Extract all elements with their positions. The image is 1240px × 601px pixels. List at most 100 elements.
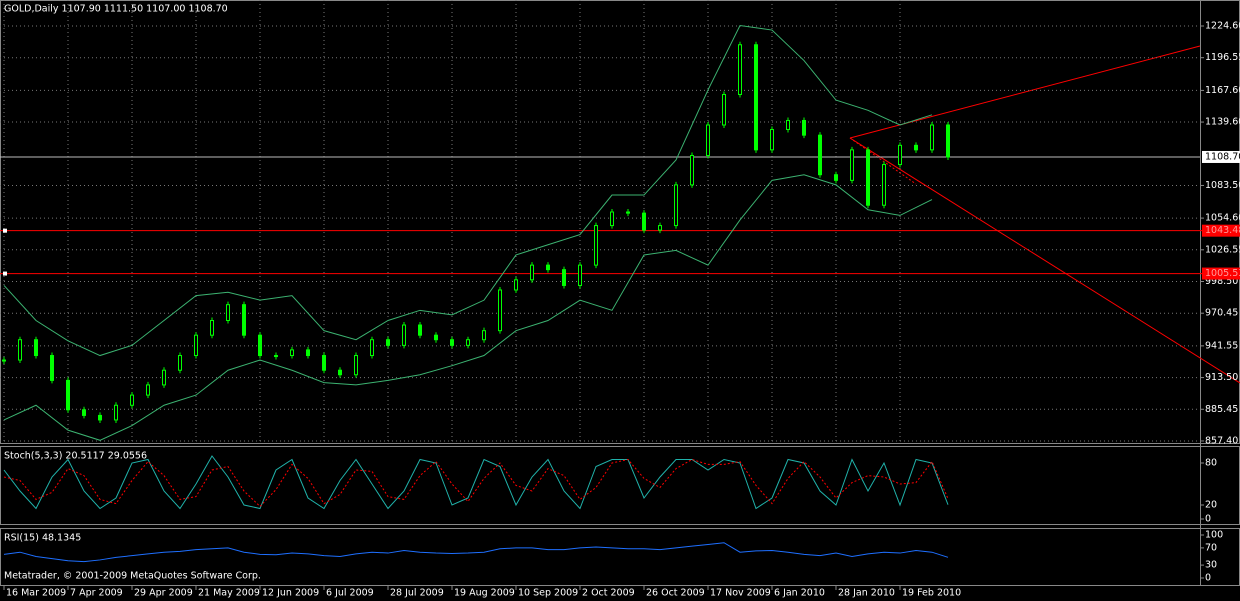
x-tick-label: 26 Oct 2009 [646,588,705,599]
candle [882,164,886,206]
candle [146,384,150,396]
candle [690,155,694,186]
candle [130,394,134,406]
candle [34,339,38,357]
candle [82,409,86,416]
candle [114,404,118,421]
candle [738,44,742,95]
y-tick-label: 1139.60 [1205,117,1240,128]
candle [450,339,454,346]
series-line [3,174,933,441]
candle [402,324,406,346]
candle [578,264,582,286]
stoch-title: Stoch(5,3,3) 20.5117 29.0556 [4,451,147,462]
candle [754,44,758,151]
x-tick-label: 28 Jul 2009 [390,588,444,599]
candle [162,369,166,386]
y-tick-label: 0 [1205,514,1211,525]
series-line [3,458,949,508]
level-handle [3,271,7,276]
x-tick-label: 2 Oct 2009 [582,588,635,599]
x-tick-label: 29 Apr 2009 [134,588,193,599]
candle [674,184,678,227]
candle [562,269,566,286]
level-handle [3,228,7,233]
x-tick-label: 6 Jul 2009 [326,588,374,599]
candle [866,149,870,206]
y-tick-label: 30 [1205,560,1217,571]
candle [274,355,278,358]
level-label-box [1202,224,1240,237]
candle [482,330,486,341]
y-tick-label: 885.45 [1205,404,1238,415]
candle [722,93,726,126]
candle [898,144,902,166]
y-tick-label: 1167.60 [1205,85,1240,96]
stoch-panel-border [0,446,1240,525]
series-line [3,455,949,510]
x-tick-label: 19 Feb 2010 [902,588,961,599]
candle [194,334,198,357]
candle [258,334,262,357]
candle [338,369,342,376]
y-tick-label: 1196.55 [1205,52,1240,63]
y-tick-label: 913.50 [1205,372,1238,383]
trend-line [849,137,1240,384]
y-tick-label: 80 [1205,458,1217,469]
candle [98,414,102,421]
candle [418,324,422,336]
y-tick-label: 1224.60 [1205,20,1240,31]
rsi-title: RSI(15) 48.1345 [4,533,81,544]
candle [786,119,790,131]
current-price-label: 1108.70 [1205,151,1240,162]
candle [610,211,614,227]
candle [178,355,182,371]
y-tick-label: 1083.50 [1205,180,1240,191]
y-tick-label: 970.45 [1205,308,1238,319]
candle [434,334,438,341]
candle [386,339,390,346]
candle [546,264,550,271]
main-title: GOLD,Daily 1107.90 1111.50 1107.00 1108.… [4,4,228,15]
x-tick-label: 12 Jun 2009 [262,588,319,599]
candle [306,349,310,357]
candle [626,211,630,214]
y-tick-label: 0 [1205,573,1211,584]
candle [802,119,806,136]
y-tick-label: 20 [1205,500,1217,511]
candle [2,359,6,362]
trend-line [849,137,917,185]
candle [946,124,950,158]
candle [658,225,662,231]
y-tick-label: 70 [1205,542,1217,553]
y-tick-label: 941.55 [1205,340,1238,351]
candle [226,304,230,321]
x-tick-label: 19 Aug 2009 [454,588,515,599]
candle [770,129,774,151]
candle [530,264,534,281]
candle [930,124,934,151]
x-tick-label: 6 Jan 2010 [774,588,825,599]
candle [818,134,822,176]
candle [850,149,854,181]
candle [498,289,502,332]
level-label: 1005.53 [1205,268,1240,279]
candle [706,124,710,157]
x-tick-label: 10 Sep 2009 [518,588,578,599]
main-panel-border [0,0,1240,444]
current-price-box [1202,150,1240,163]
series-line [3,24,933,357]
candle [18,339,22,361]
y-tick-label: 1054.60 [1205,213,1240,224]
candle [466,339,470,346]
candle [322,355,326,371]
candle [834,174,838,181]
candle [354,355,358,376]
level-label-box [1202,267,1240,280]
candle [642,212,646,231]
candle [370,339,374,357]
x-tick-label: 21 May 2009 [198,588,260,599]
x-tick-label: 7 Apr 2009 [70,588,123,599]
candle [210,319,214,336]
